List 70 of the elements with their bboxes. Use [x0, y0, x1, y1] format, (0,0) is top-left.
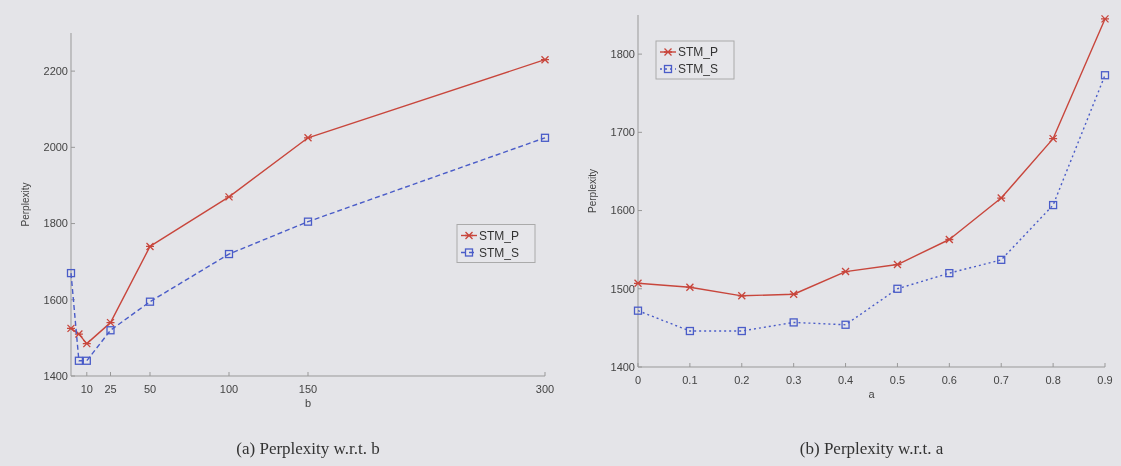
point: [633, 279, 643, 288]
point: [789, 290, 799, 299]
y-tick-label: 1500: [610, 282, 635, 295]
x-tick-label: 0.1: [682, 374, 698, 386]
x-tick-label: 0.9: [1097, 374, 1113, 386]
x-tick-label: 25: [104, 383, 117, 395]
x-tick-label: 0.5: [889, 374, 906, 386]
point: [685, 283, 695, 292]
text: (b) Perplexity w.r.t. a: [799, 439, 944, 458]
x-tick-label: 0.8: [1045, 374, 1061, 386]
point: [303, 217, 313, 226]
x-tick-label: 0.4: [837, 374, 854, 386]
x-tick-label: 150: [298, 383, 318, 395]
x-tick-label: 0.7: [993, 374, 1009, 386]
x-axis-title: b: [304, 397, 312, 409]
point: [66, 268, 76, 278]
legend-label: STM_P: [479, 228, 520, 243]
y-tick-label: 1600: [43, 293, 68, 306]
point: [737, 326, 746, 336]
point: [789, 318, 798, 327]
x-tick-label: 100: [219, 383, 239, 395]
point: [224, 192, 234, 202]
y-axis-title: Perplexity: [20, 182, 31, 227]
x-tick-label: 50: [143, 383, 157, 395]
legend-label: STM_S: [678, 62, 719, 77]
point: [145, 297, 155, 306]
point: [82, 339, 92, 348]
y-tick-label: 2200: [43, 64, 68, 77]
point: [893, 284, 902, 293]
text: (a) Perplexity w.r.t. b: [236, 439, 380, 458]
point: [944, 235, 954, 244]
y-axis-title: Perplexity: [587, 169, 598, 213]
point: [1100, 14, 1110, 24]
point: [841, 320, 850, 329]
y-tick-label: 1600: [610, 204, 635, 217]
legend-label: STM_P: [678, 45, 719, 60]
point: [224, 249, 234, 259]
y-tick-label: 2000: [43, 141, 68, 154]
point: [1048, 134, 1058, 143]
point: [74, 356, 84, 365]
y-tick-label: 1800: [610, 47, 635, 60]
point: [105, 318, 116, 327]
y-tick-label: 1400: [43, 369, 68, 382]
point: [540, 55, 550, 64]
x-tick-label: 0.3: [786, 374, 802, 386]
y-tick-label: 1800: [43, 217, 68, 230]
x-tick-label: 0.2: [734, 374, 750, 386]
x-tick-label: 0: [634, 374, 642, 386]
point: [997, 255, 1006, 264]
point: [1100, 71, 1110, 80]
point: [945, 268, 954, 278]
point: [996, 193, 1006, 203]
point: [1048, 200, 1058, 210]
point: [737, 291, 747, 300]
x-axis-title: a: [868, 388, 876, 400]
y-tick-label: 1400: [610, 360, 635, 373]
legend-label: STM_S: [479, 245, 520, 260]
point: [685, 326, 695, 336]
point: [540, 133, 550, 142]
x-tick-label: 10: [80, 383, 93, 395]
point: [145, 242, 155, 251]
point: [840, 267, 851, 276]
x-tick-label: 300: [535, 383, 555, 395]
point: [892, 260, 903, 269]
point: [303, 133, 313, 142]
point: [633, 306, 643, 315]
y-tick-label: 1700: [610, 126, 635, 139]
x-tick-label: 0.6: [941, 374, 957, 386]
point: [82, 356, 91, 365]
point: [106, 326, 115, 335]
